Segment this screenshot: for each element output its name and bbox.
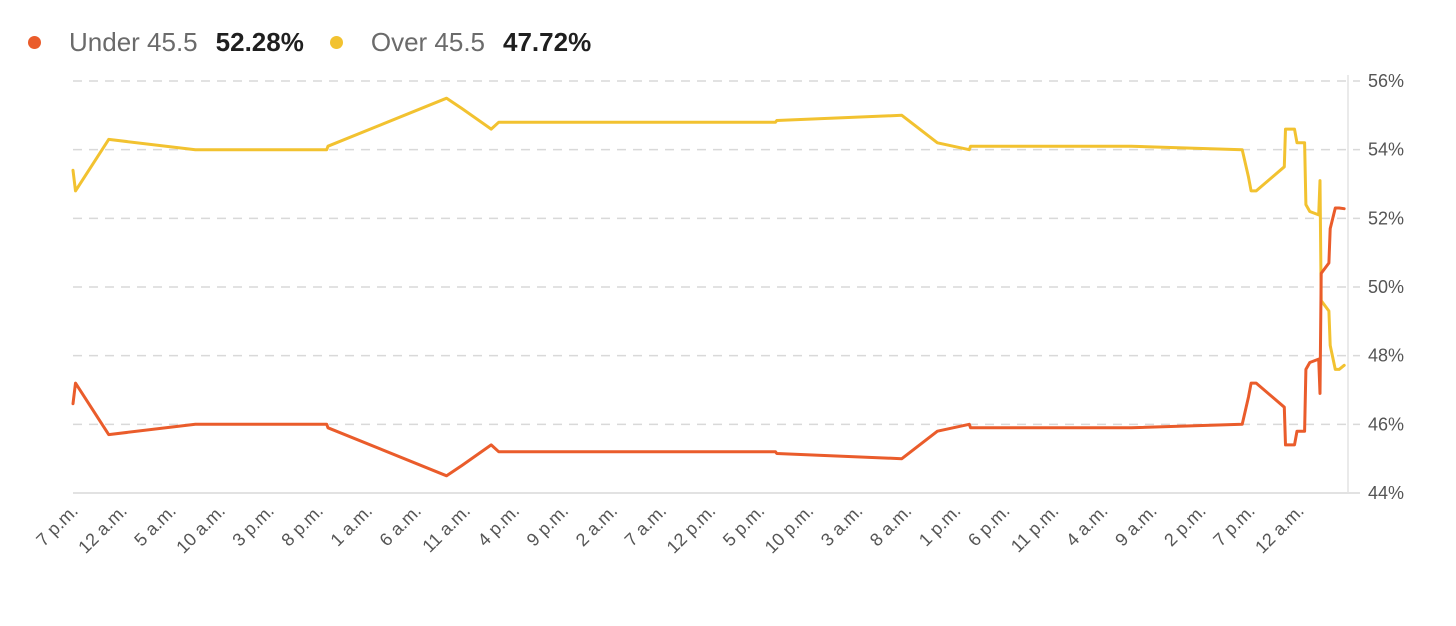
x-tick-label: 12 a.m.: [1251, 501, 1308, 558]
legend-value-over: 47.72%: [503, 26, 592, 57]
y-tick-label: 44%: [1368, 483, 1404, 503]
legend-label-over: Over 45.5: [370, 26, 486, 57]
x-tick-label: 1 a.m.: [327, 501, 377, 551]
x-tick-label: 2 a.m.: [572, 501, 622, 551]
legend-value-under: 52.28%: [215, 26, 304, 57]
x-tick-label: 11 a.m.: [418, 501, 474, 557]
legend-item-over[interactable]: Over 45.5 47.72%: [329, 26, 592, 58]
y-tick-label: 46%: [1368, 414, 1404, 434]
x-tick-label: 12 a.m.: [74, 501, 131, 558]
legend-dot-under: [28, 35, 41, 49]
x-tick-label: 1 p.m.: [915, 501, 965, 551]
x-tick-label: 6 a.m.: [376, 501, 426, 551]
chart-legend: Under 45.5 52.28% Over 45.5 47.72%: [28, 24, 617, 60]
series-line-over-45-5: [71, 96, 1346, 371]
x-tick-label: 4 a.m.: [1062, 501, 1112, 551]
x-tick-label: 3 a.m.: [817, 501, 867, 551]
legend-dot-over: [329, 35, 343, 49]
x-tick-label: 4 p.m.: [474, 501, 524, 551]
x-tick-label: 2 p.m.: [1160, 501, 1210, 551]
y-tick-label: 52%: [1368, 208, 1404, 228]
x-tick-label: 8 a.m.: [866, 501, 916, 551]
y-tick-label: 56%: [1368, 71, 1404, 91]
x-tick-label: 3 p.m.: [228, 501, 278, 551]
series-line-under-45-5: [71, 206, 1346, 478]
x-tick-label: 10 p.m.: [761, 501, 818, 558]
x-tick-label: 11 p.m.: [1007, 501, 1063, 557]
y-tick-label: 54%: [1368, 140, 1404, 160]
x-tick-label: 12 p.m.: [663, 501, 720, 558]
x-tick-label: 9 a.m.: [1111, 501, 1161, 551]
legend-label-under: Under 45.5: [69, 26, 198, 57]
x-tick-label: 9 p.m.: [523, 501, 573, 551]
x-tick-label: 8 p.m.: [277, 501, 327, 551]
x-tick-label: 10 a.m.: [172, 501, 229, 558]
y-tick-label: 48%: [1368, 346, 1404, 366]
y-tick-label: 50%: [1368, 277, 1404, 297]
legend-item-under[interactable]: Under 45.5 52.28%: [28, 27, 304, 58]
